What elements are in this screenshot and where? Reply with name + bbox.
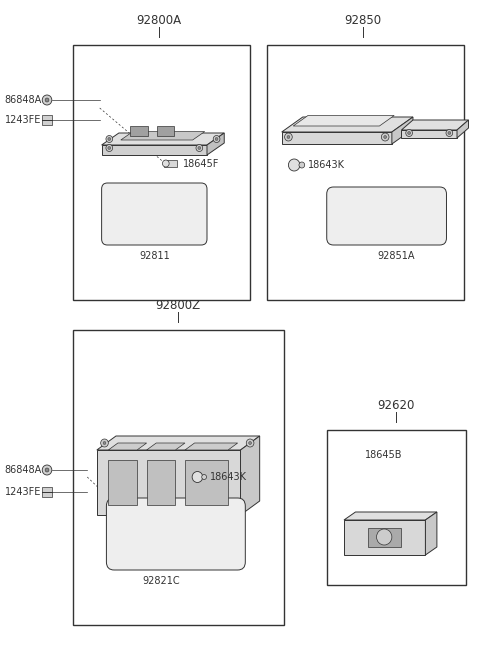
Text: 92851A: 92851A [377,251,415,261]
Circle shape [106,136,113,143]
Circle shape [108,147,111,149]
Circle shape [45,468,49,472]
Circle shape [108,138,111,141]
Polygon shape [97,450,240,515]
Text: 18643K: 18643K [210,472,247,482]
FancyBboxPatch shape [107,498,245,570]
Circle shape [288,159,300,171]
Polygon shape [97,436,260,450]
FancyBboxPatch shape [102,183,207,245]
Circle shape [408,132,410,134]
Text: 1243FE: 1243FE [5,115,41,125]
Text: 18645B: 18645B [365,450,403,460]
Bar [73,45,250,300]
Circle shape [196,145,203,151]
Bar [147,460,175,505]
Text: 92800A: 92800A [136,14,181,27]
Circle shape [42,95,52,105]
Bar [73,330,284,625]
Bar [185,460,228,505]
Circle shape [299,162,305,168]
Bar [131,126,148,136]
Bar [368,528,401,547]
Circle shape [287,136,290,138]
Text: 92811: 92811 [139,251,170,261]
Bar [157,126,174,136]
Bar [108,460,137,505]
Polygon shape [344,520,425,555]
Circle shape [249,441,252,445]
Text: 18643K: 18643K [308,160,345,170]
Circle shape [246,439,254,447]
Circle shape [213,136,220,143]
Polygon shape [147,443,185,450]
Circle shape [446,130,453,136]
Circle shape [381,133,389,141]
Text: 92850: 92850 [345,14,382,27]
Polygon shape [207,133,224,155]
Text: 18645F: 18645F [183,159,219,169]
Bar [42,115,52,125]
Circle shape [101,439,108,447]
Polygon shape [401,130,457,138]
FancyBboxPatch shape [327,187,446,245]
Circle shape [406,130,412,136]
Bar [267,45,464,300]
Polygon shape [282,132,392,144]
Text: 92821C: 92821C [143,576,180,586]
Polygon shape [102,133,224,145]
Polygon shape [425,512,437,555]
Polygon shape [240,436,260,515]
Circle shape [448,132,451,134]
Text: 86848A: 86848A [4,95,41,105]
Text: 92620: 92620 [377,399,414,412]
Circle shape [202,474,206,479]
Circle shape [376,529,392,545]
Circle shape [42,465,52,475]
Bar [327,430,466,585]
Circle shape [384,136,386,138]
Polygon shape [282,117,413,132]
Circle shape [162,160,169,167]
Text: 92800Z: 92800Z [156,299,201,312]
Polygon shape [344,512,437,520]
Polygon shape [401,120,468,130]
Circle shape [192,472,203,483]
Polygon shape [293,115,394,126]
Polygon shape [121,132,204,140]
Circle shape [198,147,201,149]
Polygon shape [102,145,207,155]
Circle shape [103,441,106,445]
Text: 86848A: 86848A [4,465,41,475]
Circle shape [285,133,292,141]
Polygon shape [185,443,238,450]
Bar [164,160,177,167]
Circle shape [45,98,49,102]
Circle shape [106,145,113,151]
Polygon shape [108,443,147,450]
Polygon shape [392,117,413,144]
Polygon shape [457,120,468,138]
Bar [42,487,52,497]
Circle shape [215,138,218,141]
Text: 1243FE: 1243FE [5,487,41,497]
